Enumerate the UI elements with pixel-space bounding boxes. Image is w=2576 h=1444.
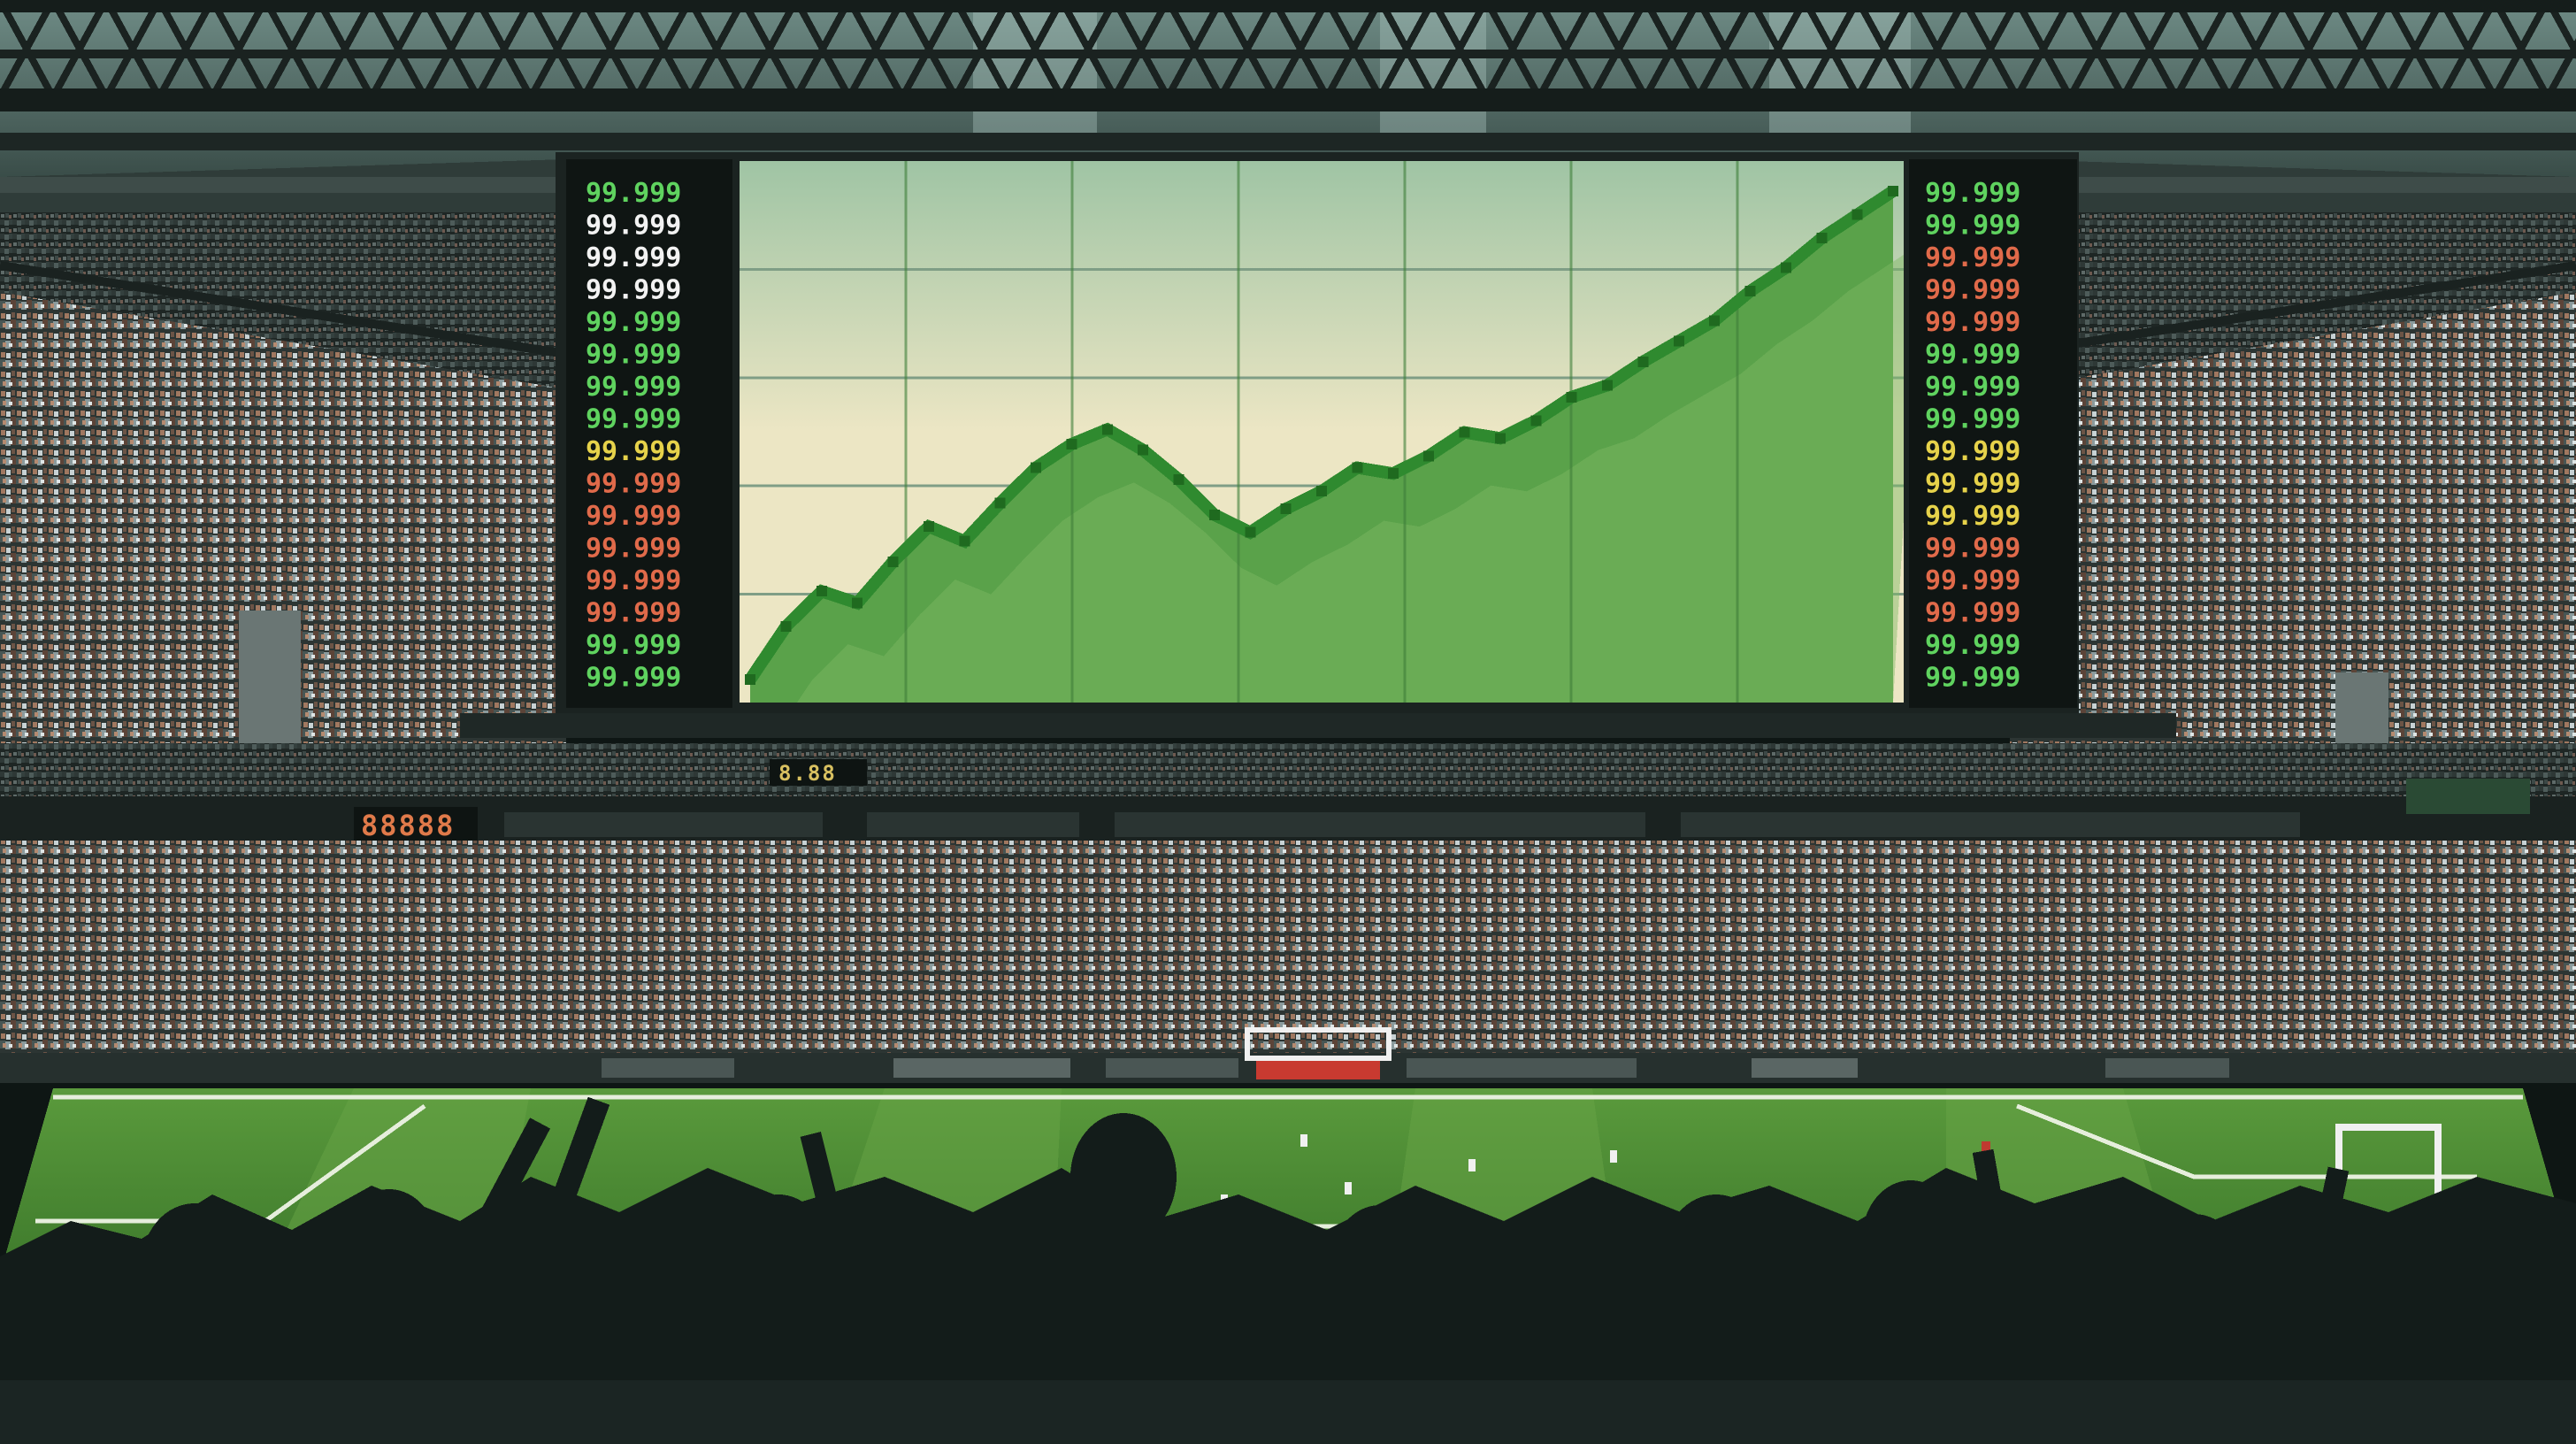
chart-point-29 — [1780, 262, 1791, 273]
lower-center-display: 8.88 — [778, 761, 837, 786]
chart-point-8 — [1031, 462, 1041, 473]
chart-point-28 — [1744, 286, 1756, 297]
chart-point-13 — [1208, 509, 1220, 520]
chart-point-20 — [1459, 426, 1470, 438]
right-ticker-row-11: 99.999 — [1925, 534, 2020, 565]
right-ticker-column: 99.99999.99999.99999.99999.99999.99999.9… — [1925, 178, 2020, 694]
right-ticker-row-8: 99.999 — [1925, 436, 2020, 467]
left-ticker-row-0: 99.999 — [586, 178, 681, 209]
chart-point-24 — [1602, 380, 1613, 391]
left-ticker-row-10: 99.999 — [586, 501, 681, 532]
chart-area-highlight — [750, 254, 1904, 703]
chart-point-4 — [887, 556, 899, 567]
chart-point-5 — [923, 521, 934, 533]
chart-point-18 — [1387, 468, 1399, 480]
left-ticker-row-2: 99.999 — [586, 242, 681, 273]
chart-point-7 — [994, 497, 1006, 509]
chart-point-19 — [1423, 450, 1435, 462]
chart-point-32 — [1888, 186, 1898, 196]
right-ticker-row-2: 99.999 — [1925, 242, 2020, 273]
chart-point-26 — [1673, 335, 1684, 347]
ad-boards — [0, 1027, 2576, 1083]
chart-area-fill — [750, 191, 1893, 703]
chart-point-9 — [1066, 438, 1077, 449]
chart-point-27 — [1709, 315, 1721, 326]
chart-area — [745, 161, 1904, 703]
chart-point-10 — [1101, 424, 1113, 435]
chart-point-12 — [1173, 473, 1184, 485]
lower-stands-crowd — [0, 841, 2576, 1079]
chart-point-31 — [1852, 209, 1863, 220]
right-ticker-row-12: 99.999 — [1925, 565, 2020, 596]
chart-point-21 — [1494, 433, 1506, 444]
right-ticker-row-3: 99.999 — [1925, 275, 2020, 306]
right-ticker-row-0: 99.999 — [1925, 178, 2020, 209]
left-ticker-row-1: 99.999 — [586, 211, 681, 242]
left-ticker-row-6: 99.999 — [586, 372, 681, 403]
crowd-silhouette-highlight — [0, 1380, 2576, 1444]
stadium-truss-icon — [0, 0, 2576, 150]
chart-point-25 — [1637, 356, 1649, 367]
crowd-silhouette-icon — [0, 1096, 2576, 1444]
right-ticker-row-10: 99.999 — [1925, 501, 2020, 532]
left-ticker-row-9: 99.999 — [586, 469, 681, 500]
left-ticker-column: 99.99999.99999.99999.99999.99999.99999.9… — [586, 178, 681, 694]
right-ticker-row-4: 99.999 — [1925, 307, 2020, 338]
mid-tier-displays: 88888 8.88 — [0, 743, 2576, 849]
chart-point-16 — [1316, 486, 1327, 497]
chart-point-22 — [1530, 415, 1542, 426]
chart-point-3 — [852, 597, 863, 609]
left-ticker-row-3: 99.999 — [586, 275, 681, 306]
right-ticker-row-13: 99.999 — [1925, 598, 2020, 629]
left-ticker-row-11: 99.999 — [586, 534, 681, 565]
right-ticker-row-5: 99.999 — [1925, 340, 2020, 371]
chart-point-14 — [1245, 526, 1256, 538]
left-ticker-row-7: 99.999 — [586, 404, 681, 435]
chart-point-23 — [1566, 391, 1577, 403]
left-ticker-row-4: 99.999 — [586, 307, 681, 338]
stock-chart — [740, 161, 1904, 703]
left-ticker-row-12: 99.999 — [586, 565, 681, 596]
right-ticker-row-1: 99.999 — [1925, 211, 2020, 242]
right-ticker-row-15: 99.999 — [1925, 663, 2020, 694]
chart-point-30 — [1816, 233, 1828, 244]
chart-point-0 — [745, 674, 755, 685]
upper-stands — [0, 159, 2576, 779]
right-ticker-row-9: 99.999 — [1925, 469, 2020, 500]
left-ticker-row-5: 99.999 — [586, 340, 681, 371]
right-ticker-row-7: 99.999 — [1925, 404, 2020, 435]
chart-point-11 — [1138, 444, 1149, 456]
chart-point-2 — [816, 586, 827, 597]
left-ticker-row-14: 99.999 — [586, 630, 681, 661]
chart-point-1 — [780, 621, 792, 633]
right-ticker-row-6: 99.999 — [1925, 372, 2020, 403]
left-ticker-row-8: 99.999 — [586, 436, 681, 467]
chart-point-6 — [959, 535, 970, 547]
right-ticker-row-14: 99.999 — [1925, 630, 2020, 661]
chart-point-15 — [1280, 503, 1292, 515]
left-ticker-row-15: 99.999 — [586, 663, 681, 694]
left-ticker-row-13: 99.999 — [586, 598, 681, 629]
scoreboard: 99.99999.99999.99999.99999.99999.99999.9… — [460, 152, 2176, 738]
lower-left-display: 88888 — [361, 809, 455, 842]
chart-point-17 — [1352, 462, 1363, 473]
